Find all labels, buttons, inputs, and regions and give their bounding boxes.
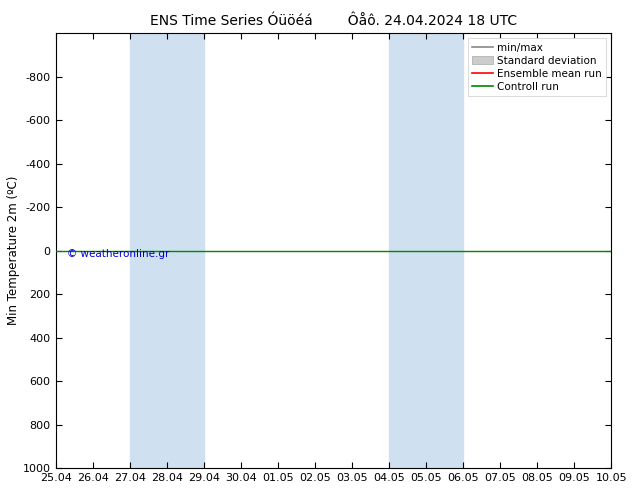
Y-axis label: Min Temperature 2m (ºC): Min Temperature 2m (ºC)	[7, 176, 20, 325]
Bar	[389, 33, 463, 468]
Text: © weatheronline.gr: © weatheronline.gr	[67, 248, 169, 259]
Legend: min/max, Standard deviation, Ensemble mean run, Controll run: min/max, Standard deviation, Ensemble me…	[468, 38, 606, 96]
Bar	[130, 33, 204, 468]
Title: ENS Time Series Óüöéá        Ôåô. 24.04.2024 18 UTC: ENS Time Series Óüöéá Ôåô. 24.04.2024 18…	[150, 14, 517, 28]
